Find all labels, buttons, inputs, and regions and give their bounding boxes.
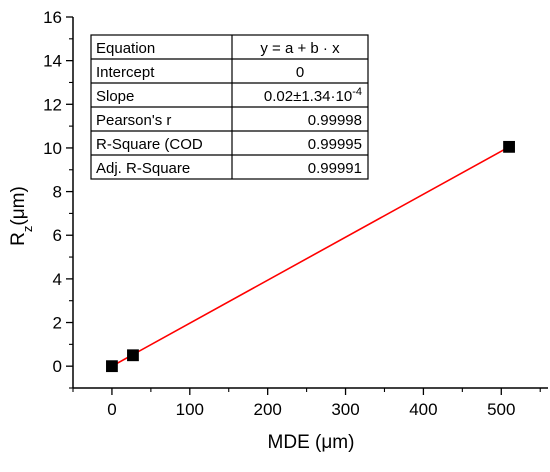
data-point [503,140,515,153]
data-point [106,360,118,373]
axes [72,17,548,389]
table-cell-value: 0.99991 [308,160,362,177]
table-cell-label: Slope [96,88,134,105]
y-axis-title-main: R [8,232,29,246]
y-tick-label: 8 [53,183,62,202]
y-tick-label: 6 [53,226,62,245]
table-cell-label: Equation [96,40,155,57]
data-points [106,140,515,373]
table-cell-value: y = a + b · x [260,40,340,57]
x-tick-label: 400 [409,400,437,419]
y-axis-title: Rz(μm) [8,186,35,246]
tick-marks [66,16,541,395]
y-tick-label: 14 [43,52,62,71]
fit-line-group [111,146,510,367]
tick-labels: 0 100 200 300 400 500 0 2 4 6 8 10 12 14 16 [43,8,515,419]
x-tick-label: 0 [107,400,116,419]
table-cell-value: 0.99995 [308,136,362,153]
table-cell-value: 0.99998 [308,112,362,129]
table-cell-value: 0.02±1.34·10-4 [264,86,362,105]
y-axis-title-unit: (μm) [8,186,29,225]
x-tick-label: 500 [487,400,515,419]
y-tick-label: 2 [53,314,62,333]
x-tick-label: 100 [176,400,204,419]
y-axis-title-subscript: z [20,226,35,233]
table-cell-value-base: 0.02±1.34·10 [264,88,352,105]
x-axis-title: MDE (μm) [268,432,355,453]
stats-table: Equation y = a + b · x Intercept 0 Slope 0.02… [90,34,369,180]
x-tick-label: 200 [253,400,281,419]
table-cell-label: R-Square (COD [96,136,203,153]
y-tick-label: 0 [53,357,62,376]
fit-line [111,146,510,367]
table-cell-value: 0 [296,64,304,81]
data-point [127,349,139,362]
y-tick-label: 10 [43,139,62,158]
x-tick-label: 300 [331,400,359,419]
table-cell-label: Pearson's r [96,112,171,129]
table-cell-label: Intercept [96,64,155,81]
y-tick-label: 16 [43,8,62,27]
y-tick-label: 12 [43,95,62,114]
table-cell-label: Adj. R-Square [96,160,190,177]
y-tick-label: 4 [53,270,62,289]
table-cell-value-exponent: -4 [352,86,362,98]
